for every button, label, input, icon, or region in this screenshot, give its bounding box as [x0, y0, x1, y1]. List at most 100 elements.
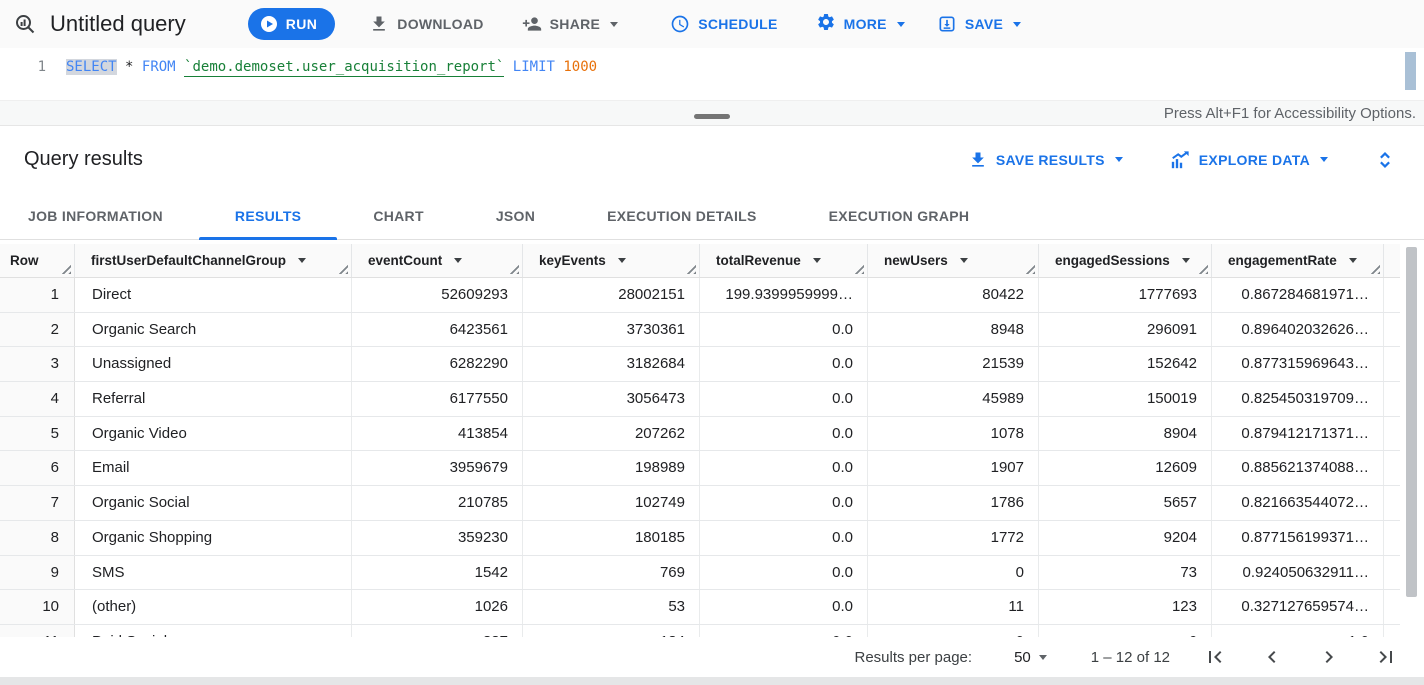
table-cell: 53	[523, 590, 700, 624]
query-tab-icon	[12, 11, 38, 37]
column-resize-grip[interactable]	[61, 264, 71, 274]
save-button[interactable]: SAVE	[933, 6, 1025, 42]
column-header-eventCount[interactable]: eventCount	[352, 244, 523, 277]
column-resize-grip[interactable]	[1370, 264, 1380, 274]
column-resize-grip[interactable]	[509, 264, 519, 274]
next-page-button[interactable]	[1317, 645, 1341, 669]
sort-caret-icon[interactable]	[298, 258, 307, 263]
table-row-filler	[1384, 556, 1400, 590]
table-cell: 45989	[868, 382, 1039, 416]
table-vertical-scrollbar-thumb[interactable]	[1406, 247, 1417, 597]
tab-chart[interactable]: CHART	[373, 207, 424, 224]
sort-caret-icon[interactable]	[812, 258, 821, 263]
expand-results-button[interactable]	[1374, 148, 1396, 172]
save-label: SAVE	[964, 16, 1004, 32]
table-cell: 0.821663544072…	[1212, 486, 1384, 520]
share-button[interactable]: SHARE	[518, 6, 623, 42]
table-cell: 413854	[352, 416, 523, 451]
editor-scrollbar-thumb[interactable]	[1405, 52, 1416, 90]
table-row-filler	[1384, 382, 1400, 416]
column-resize-grip[interactable]	[854, 264, 864, 274]
table-cell: Referral	[75, 382, 352, 416]
tab-job-information[interactable]: JOB INFORMATION	[28, 207, 163, 224]
sort-caret-icon[interactable]	[1348, 258, 1357, 263]
table-cell: 102749	[523, 486, 700, 520]
sort-caret-icon[interactable]	[1181, 258, 1190, 263]
column-resize-grip[interactable]	[338, 264, 348, 274]
table-cell: 1.0	[1212, 624, 1384, 637]
first-page-button[interactable]	[1203, 645, 1227, 669]
table-row: 4 Referral 6177550 3056473 0.0 45989 150019 0.8…	[0, 382, 1400, 417]
column-header-keyEvents[interactable]: keyEvents	[523, 244, 700, 277]
run-button[interactable]: RUN	[247, 8, 336, 40]
column-resize-grip[interactable]	[1198, 264, 1208, 274]
sql-editor[interactable]: 1 SELECT * FROM `demo.demoset.user_acqui…	[0, 48, 1424, 100]
table-cell: 28002151	[523, 278, 700, 312]
table-cell: 0.0	[700, 382, 868, 416]
explore-data-button[interactable]: EXPLORE DATA	[1169, 150, 1328, 170]
table-cell: 3182684	[523, 347, 700, 382]
tab-execution-graph[interactable]: EXECUTION GRAPH	[828, 207, 970, 224]
table-row: 9 SMS 1542 769 0.0 0 73 0.924050632911…	[0, 555, 1400, 591]
pagination-bar: Results per page: 50 1 – 12 of 12	[0, 637, 1424, 677]
row-number: 3	[0, 347, 75, 382]
column-header-row[interactable]: Row	[0, 244, 75, 277]
column-header-firstUserDefaultChannelGroup[interactable]: firstUserDefaultChannelGroup	[75, 244, 352, 277]
page-size-select[interactable]: 50	[1014, 649, 1047, 666]
column-header-newUsers[interactable]: newUsers	[868, 244, 1039, 277]
table-cell: 1772	[868, 520, 1039, 555]
table-cell: 6177550	[352, 382, 523, 416]
sort-caret-icon[interactable]	[454, 258, 463, 263]
sort-caret-icon[interactable]	[959, 258, 968, 263]
table-row: 1 Direct 52609293 28002151 199.9399959999… 80…	[0, 278, 1400, 313]
table-cell: 0	[868, 624, 1039, 637]
table-body: 1 Direct 52609293 28002151 199.9399959999… 80…	[0, 278, 1400, 637]
previous-page-button[interactable]	[1260, 645, 1284, 669]
table-cell: 210785	[352, 486, 523, 520]
table-cell: 0.885621374088…	[1212, 451, 1384, 486]
table-row-filler	[1384, 417, 1400, 451]
table-cell: Paid Social	[75, 624, 352, 637]
table-cell: 1907	[868, 451, 1039, 486]
sql-keyword-select: SELECT	[66, 59, 117, 75]
row-number: 10	[0, 590, 75, 624]
pane-resize-handle[interactable]	[694, 114, 730, 119]
sql-limit-value: 1000	[563, 59, 598, 75]
column-resize-grip[interactable]	[1025, 264, 1035, 274]
save-icon	[937, 14, 957, 34]
save-results-label: SAVE RESULTS	[995, 151, 1105, 168]
table-row: 3 Unassigned 6282290 3182684 0.0 21539 152642 0…	[0, 347, 1400, 383]
share-label: SHARE	[549, 16, 601, 32]
table-row: 8 Organic Shopping 359230 180185 0.0 1772 9204…	[0, 520, 1400, 556]
table-cell: 0.0	[700, 555, 868, 590]
download-button[interactable]: DOWNLOAD	[365, 6, 487, 42]
column-resize-grip[interactable]	[686, 264, 696, 274]
column-header-label: Row	[10, 253, 39, 268]
table-row-filler	[1384, 313, 1400, 347]
table-cell: 337	[352, 624, 523, 637]
caret-down-icon	[1320, 157, 1328, 162]
column-header-label: engagementRate	[1228, 253, 1337, 268]
last-page-button[interactable]	[1374, 645, 1398, 669]
sql-table-reference[interactable]: `demo.demoset.user_acquisition_report`	[184, 59, 505, 77]
table-row-filler	[1384, 625, 1400, 637]
column-header-engagedSessions[interactable]: engagedSessions	[1039, 244, 1212, 277]
column-header-totalRevenue[interactable]: totalRevenue	[700, 244, 868, 277]
schedule-label: SCHEDULE	[698, 16, 778, 32]
more-label: MORE	[843, 16, 887, 32]
save-results-button[interactable]: SAVE RESULTS	[968, 150, 1123, 170]
tab-results[interactable]: RESULTS	[198, 192, 338, 240]
caret-down-icon	[896, 21, 905, 27]
editor-results-divider: Press Alt+F1 for Accessibility Options.	[0, 100, 1424, 126]
column-header-engagementRate[interactable]: engagementRate	[1212, 244, 1384, 277]
caret-down-icon	[1114, 157, 1123, 162]
more-button[interactable]: MORE	[812, 6, 909, 42]
table-row: 2 Organic Search 6423561 3730361 0.0 8948 2960…	[0, 312, 1400, 348]
tab-json[interactable]: JSON	[495, 207, 536, 224]
tab-execution-details[interactable]: EXECUTION DETAILS	[607, 207, 757, 224]
caret-down-icon	[1013, 21, 1022, 27]
schedule-button[interactable]: SCHEDULE	[666, 6, 781, 42]
table-horizontal-scrollbar[interactable]	[0, 677, 1424, 685]
sort-caret-icon[interactable]	[617, 258, 626, 263]
